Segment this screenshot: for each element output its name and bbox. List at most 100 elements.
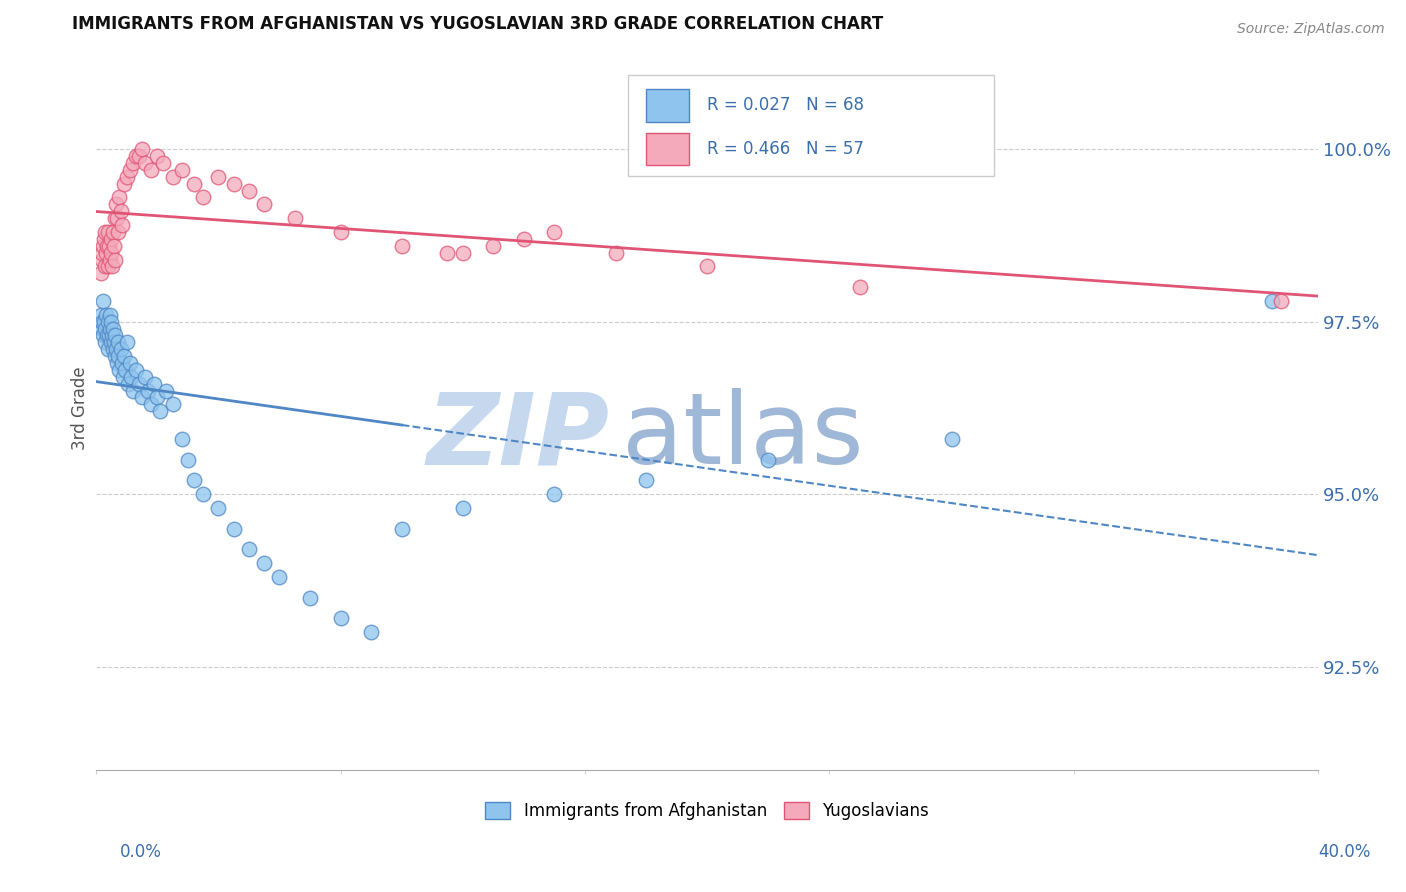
Point bbox=[91, 328, 114, 343]
Point bbox=[111, 356, 134, 370]
Point bbox=[125, 149, 148, 163]
Point bbox=[105, 342, 128, 356]
Point bbox=[96, 328, 118, 343]
Point bbox=[101, 328, 124, 343]
Point bbox=[128, 376, 150, 391]
Point bbox=[98, 238, 121, 252]
Point bbox=[98, 252, 121, 267]
Point bbox=[222, 522, 245, 536]
Point bbox=[155, 384, 177, 398]
Point bbox=[104, 211, 127, 226]
Point bbox=[103, 252, 125, 267]
Point bbox=[118, 356, 141, 370]
Point bbox=[96, 238, 118, 252]
Point bbox=[152, 156, 174, 170]
Point bbox=[253, 556, 276, 570]
Point bbox=[94, 308, 117, 322]
Point bbox=[97, 315, 120, 329]
Text: 0.0%: 0.0% bbox=[120, 843, 162, 861]
Point bbox=[191, 190, 214, 204]
Point bbox=[100, 245, 122, 260]
FancyBboxPatch shape bbox=[647, 89, 689, 121]
Point bbox=[98, 328, 121, 343]
Point bbox=[482, 238, 505, 252]
Point bbox=[1261, 293, 1284, 308]
Point bbox=[128, 149, 150, 163]
Point bbox=[121, 384, 143, 398]
Point bbox=[162, 169, 184, 184]
Point bbox=[253, 197, 276, 211]
Point bbox=[98, 308, 121, 322]
Point bbox=[105, 197, 128, 211]
Point bbox=[93, 225, 115, 239]
Point bbox=[94, 245, 117, 260]
Point bbox=[98, 321, 121, 335]
Point bbox=[141, 397, 163, 411]
Point bbox=[141, 162, 163, 177]
Point bbox=[114, 363, 136, 377]
Point bbox=[284, 211, 307, 226]
Point bbox=[170, 162, 193, 177]
Point bbox=[115, 335, 138, 350]
Point bbox=[101, 342, 124, 356]
Point bbox=[222, 177, 245, 191]
Point bbox=[93, 315, 115, 329]
Point bbox=[513, 232, 536, 246]
Point bbox=[238, 542, 260, 557]
Point bbox=[90, 321, 112, 335]
Point bbox=[391, 238, 413, 252]
Point bbox=[93, 232, 115, 246]
Point bbox=[91, 245, 114, 260]
Point bbox=[191, 487, 214, 501]
Text: Source: ZipAtlas.com: Source: ZipAtlas.com bbox=[1237, 22, 1385, 37]
Point bbox=[143, 376, 166, 391]
Point bbox=[134, 156, 156, 170]
Point bbox=[329, 225, 352, 239]
Point bbox=[100, 315, 122, 329]
Point bbox=[112, 349, 135, 363]
Point bbox=[696, 260, 718, 274]
Point bbox=[107, 349, 129, 363]
Point bbox=[849, 280, 872, 294]
Point bbox=[104, 328, 127, 343]
Text: R = 0.466   N = 57: R = 0.466 N = 57 bbox=[707, 139, 865, 158]
Text: 40.0%: 40.0% bbox=[1319, 843, 1371, 861]
Point bbox=[90, 252, 112, 267]
Point bbox=[107, 335, 129, 350]
Legend: Immigrants from Afghanistan, Yugoslavians: Immigrants from Afghanistan, Yugoslavian… bbox=[479, 796, 935, 827]
Point bbox=[136, 384, 159, 398]
FancyBboxPatch shape bbox=[647, 133, 689, 165]
Point bbox=[451, 500, 474, 515]
Point bbox=[146, 391, 169, 405]
Point bbox=[101, 225, 124, 239]
Point bbox=[110, 342, 132, 356]
Point bbox=[125, 363, 148, 377]
Point bbox=[103, 335, 125, 350]
Point bbox=[112, 369, 135, 384]
Point bbox=[543, 225, 565, 239]
Point bbox=[131, 391, 153, 405]
Point bbox=[329, 611, 352, 625]
Point bbox=[107, 225, 129, 239]
Point bbox=[105, 356, 128, 370]
Point bbox=[108, 190, 131, 204]
Point bbox=[90, 308, 112, 322]
Point bbox=[436, 245, 458, 260]
Point bbox=[103, 349, 125, 363]
Point bbox=[101, 260, 124, 274]
Point bbox=[605, 245, 627, 260]
Point bbox=[134, 369, 156, 384]
Point bbox=[91, 238, 114, 252]
Point bbox=[941, 432, 963, 446]
Point bbox=[543, 487, 565, 501]
Point bbox=[100, 232, 122, 246]
Point bbox=[177, 452, 200, 467]
Point bbox=[207, 500, 229, 515]
Point bbox=[118, 162, 141, 177]
Point bbox=[636, 473, 658, 487]
Point bbox=[391, 522, 413, 536]
Point bbox=[91, 293, 114, 308]
Point bbox=[1270, 293, 1292, 308]
Point bbox=[97, 342, 120, 356]
Point bbox=[170, 432, 193, 446]
